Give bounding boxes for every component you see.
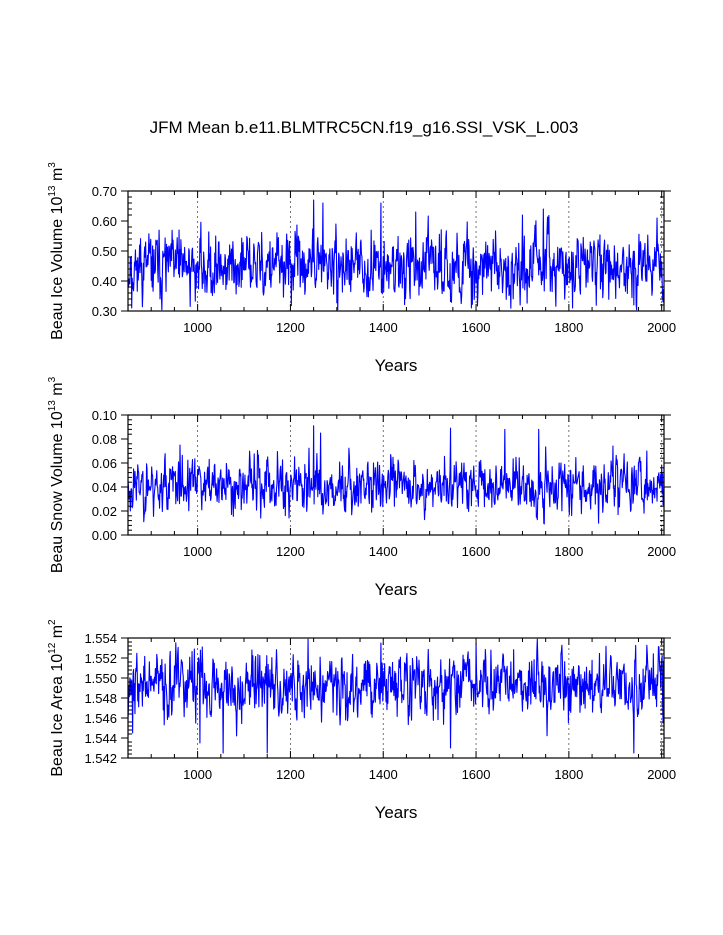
x-tick-label: 1000: [183, 320, 212, 335]
y-label-exponent: 13: [47, 400, 58, 412]
panel-ice-area: 1000 1200 1400 1600 1800 2000 1.542 1.544 1.546 1…: [47, 619, 676, 822]
y-label-main: Beau Snow Volume 10: [49, 411, 66, 573]
x-tick-label: 1200: [276, 320, 305, 335]
y-tick-label: 1.552: [84, 651, 117, 666]
panel-snow-volume: 1000 1200 1400 1600 1800 2000 0.00 0.02 0.04 0.06…: [47, 376, 676, 599]
y-label-unit-exponent: 2: [47, 619, 58, 625]
x-axis-label: Years: [375, 580, 418, 599]
x-tick-label: 1200: [276, 767, 305, 782]
x-tick-label: 1000: [183, 544, 212, 559]
y-axis-label: Beau Ice Area 1012 m2: [47, 619, 66, 777]
y-tick-label: 0.02: [92, 504, 117, 519]
y-tick-label: 0.50: [92, 244, 117, 259]
y-axis-label: Beau Snow Volume 1013 m3: [47, 376, 66, 573]
plot-frame: [127, 414, 665, 536]
x-tick-label: 1000: [183, 767, 212, 782]
x-tick-label: 1600: [462, 767, 491, 782]
y-tick-label: 1.546: [84, 711, 117, 726]
x-axis-label: Years: [375, 803, 418, 822]
y-label-exponent: 12: [47, 642, 58, 654]
y-label-unit: m: [49, 168, 66, 186]
series-line-ice-area: [127, 638, 665, 754]
y-tick-label: 0.08: [92, 432, 117, 447]
y-tick-label: 1.554: [84, 631, 117, 646]
y-tick-label: 0.40: [92, 274, 117, 289]
x-tick-label: 1400: [369, 767, 398, 782]
x-tick-label: 1800: [554, 544, 583, 559]
y-tick-label: 0.60: [92, 214, 117, 229]
y-tick-label: 1.550: [84, 671, 117, 686]
y-label-exponent: 13: [47, 185, 58, 197]
x-tick-label: 1800: [554, 320, 583, 335]
y-tick-label: 1.548: [84, 691, 117, 706]
y-label-unit-exponent: 3: [47, 376, 58, 382]
figure-title: JFM Mean b.e11.BLMTRC5CN.f19_g16.SSI_VSK…: [150, 118, 579, 137]
y-tick-label: 0.06: [92, 456, 117, 471]
y-tick-label: 0.70: [92, 184, 117, 199]
x-tick-label: 2000: [647, 767, 676, 782]
y-axis-label: Beau Ice Volume 1013 m3: [47, 162, 66, 340]
y-tick-label: 0.30: [92, 304, 117, 319]
x-tick-label: 1800: [554, 767, 583, 782]
x-tick-label: 1600: [462, 544, 491, 559]
y-label-unit: m: [49, 382, 66, 400]
x-tick-label: 1200: [276, 544, 305, 559]
series-line-ice-volume: [127, 199, 665, 311]
x-tick-label: 1400: [369, 320, 398, 335]
x-tick-label: 1600: [462, 320, 491, 335]
y-tick-label: 1.544: [84, 731, 117, 746]
panel-ice-volume: 1000 1200 1400 1600 1800 2000 0.30 0.40 0.50 0.60…: [47, 162, 676, 375]
x-tick-label: 2000: [647, 544, 676, 559]
y-tick-label: 1.542: [84, 751, 117, 766]
x-tick-label: 2000: [647, 320, 676, 335]
y-tick-label: 0.00: [92, 528, 117, 543]
y-tick-label: 0.10: [92, 408, 117, 423]
y-label-main: Beau Ice Area 10: [49, 654, 66, 777]
y-label-main: Beau Ice Volume 10: [49, 197, 66, 340]
series-line-snow-volume: [127, 425, 665, 525]
x-tick-label: 1400: [369, 544, 398, 559]
y-tick-label: 0.04: [92, 480, 117, 495]
x-axis-label: Years: [375, 356, 418, 375]
y-label-unit: m: [49, 625, 66, 643]
y-label-unit-exponent: 3: [47, 162, 58, 168]
